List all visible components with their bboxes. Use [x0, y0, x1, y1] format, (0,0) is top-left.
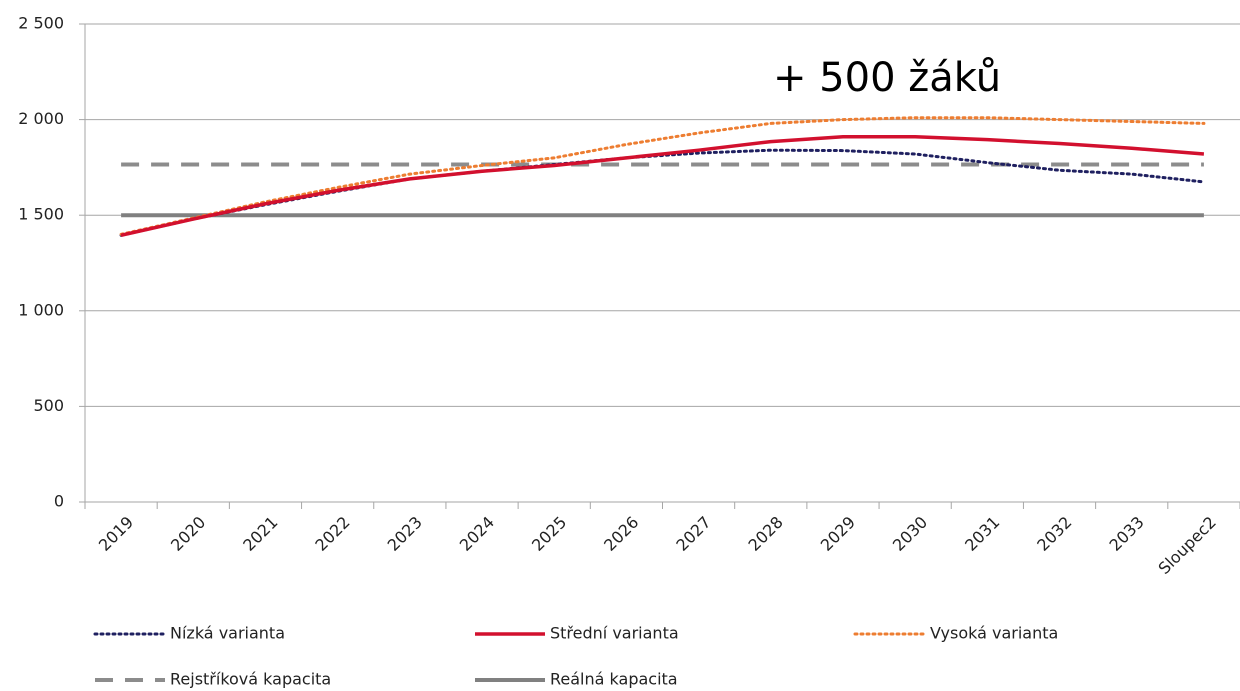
y-tick-label: 0 [54, 492, 64, 511]
x-tick-label: 2019 [95, 513, 137, 555]
legend-label: Nízká varianta [170, 624, 285, 643]
y-tick-label: 2 000 [18, 109, 64, 128]
x-tick-label: 2028 [745, 513, 787, 555]
series-line [120, 135, 1205, 237]
x-tick-label: 2025 [528, 513, 570, 555]
y-tick-label: 500 [33, 396, 64, 415]
x-tick-label: 2032 [1033, 513, 1075, 555]
y-tick-label: 1 500 [18, 205, 64, 224]
y-tick-label: 2 500 [18, 14, 64, 33]
legend-label: Rejstříková kapacita [170, 670, 331, 689]
series-line [119, 116, 1206, 236]
legend-label: Reálná kapacita [550, 670, 678, 689]
x-tick-label: 2021 [239, 513, 281, 555]
x-tick-label: 2026 [600, 513, 642, 555]
x-tick-label: 2029 [817, 513, 859, 555]
x-tick-label: 2030 [889, 513, 931, 555]
legend-label: Vysoká varianta [930, 624, 1058, 643]
legend-label: Střední varianta [550, 624, 679, 643]
annotation: + 500 žáků [773, 55, 1001, 101]
x-tick-label: Sloupec2 [1154, 513, 1219, 578]
x-tick-label: 2027 [672, 513, 714, 555]
x-tick-label: 2033 [1106, 513, 1148, 555]
y-tick-label: 1 000 [18, 300, 64, 319]
x-tick-label: 2024 [456, 513, 498, 555]
x-tick-label: 2022 [311, 513, 353, 555]
x-tick-label: 2031 [961, 513, 1003, 555]
x-tick-label: 2023 [384, 513, 426, 555]
x-tick-label: 2020 [167, 513, 209, 555]
